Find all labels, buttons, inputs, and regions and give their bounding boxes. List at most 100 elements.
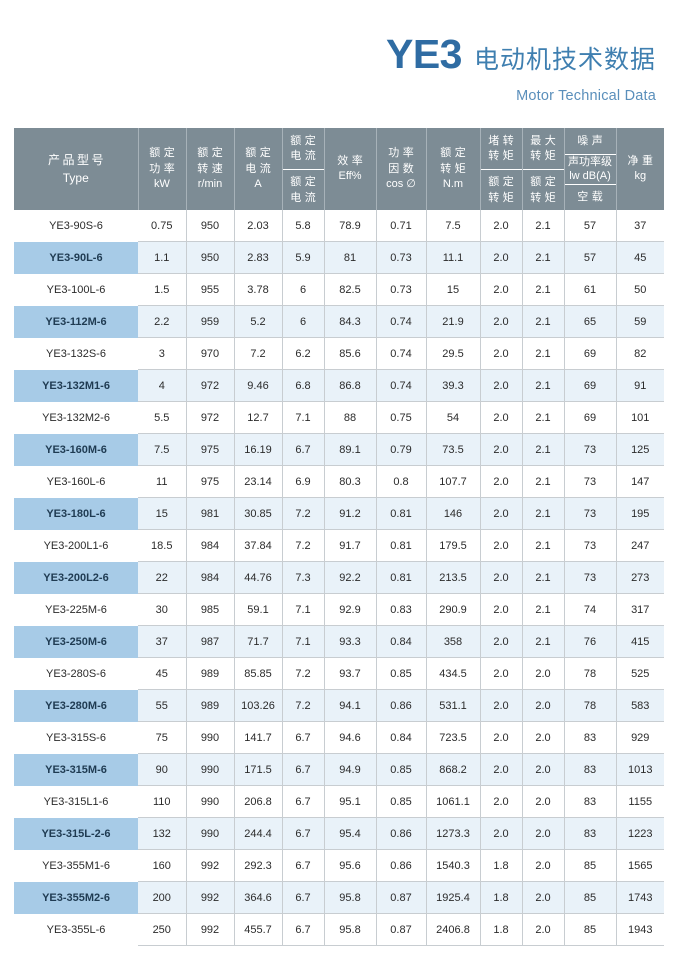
table-row: YE3-355M2-6 200 992 364.6 6.7 95.8 0.87 1925.4 1… bbox=[14, 881, 664, 914]
cell-noise: 73 bbox=[564, 529, 617, 562]
cell-torque: 531.1 bbox=[426, 689, 481, 722]
col-header-power-unit: kW bbox=[154, 177, 170, 190]
cell-pf: 0.86 bbox=[376, 849, 427, 882]
cell-max-t: 2.0 bbox=[522, 849, 565, 882]
cell-speed: 985 bbox=[186, 593, 235, 626]
cell-cur-ratio: 6.9 bbox=[282, 465, 325, 498]
cell-pf: 0.84 bbox=[376, 625, 427, 658]
cell-cur-ratio: 5.8 bbox=[282, 210, 325, 242]
table-row: YE3-315L1-6 110 990 206.8 6.7 95.1 0.85 1061.1 2… bbox=[14, 785, 664, 818]
cell-noise: 83 bbox=[564, 785, 617, 818]
cell-weight: 147 bbox=[616, 465, 664, 498]
cell-max-t: 2.1 bbox=[522, 273, 565, 306]
col-header-locked-rotor-torque: 堵 转 转 矩 额 定 转 矩 bbox=[480, 128, 523, 210]
cell-current: 141.7 bbox=[234, 721, 283, 754]
cell-max-t: 2.0 bbox=[522, 881, 565, 914]
table-header: 产品型号 Type 额 定 功 率 kW 额 定 转 速 r/min bbox=[14, 128, 664, 210]
cell-max-t: 2.1 bbox=[522, 625, 565, 658]
table-row: YE3-132M1-6 4 972 9.46 6.8 86.8 0.74 39.3 2.0 2.1… bbox=[14, 369, 664, 402]
cell-lock-t: 2.0 bbox=[480, 625, 523, 658]
cell-speed: 970 bbox=[186, 337, 235, 370]
cell-max-t: 2.0 bbox=[522, 753, 565, 786]
cell-type: YE3-90S-6 bbox=[14, 210, 138, 242]
col-header-rated-torque: 额 定 转 矩 N.m bbox=[426, 128, 481, 210]
cell-pf: 0.75 bbox=[376, 401, 427, 434]
cell-current: 23.14 bbox=[234, 465, 283, 498]
cell-current: 3.78 bbox=[234, 273, 283, 306]
cell-lock-t: 2.0 bbox=[480, 241, 523, 274]
col-header-lock-bot2: 转 矩 bbox=[488, 190, 514, 204]
cell-torque: 179.5 bbox=[426, 529, 481, 562]
col-header-curratio-top2: 电 流 bbox=[290, 149, 316, 163]
cell-max-t: 2.1 bbox=[522, 305, 565, 338]
col-header-rated-current: 额 定 电 流 A bbox=[234, 128, 283, 210]
cell-type: YE3-315L-2-6 bbox=[14, 817, 138, 850]
cell-max-t: 2.1 bbox=[522, 497, 565, 530]
cell-eff: 92.9 bbox=[324, 593, 377, 626]
cell-power: 18.5 bbox=[138, 529, 187, 562]
cell-power: 75 bbox=[138, 721, 187, 754]
cell-current: 71.7 bbox=[234, 625, 283, 658]
cell-lock-t: 1.8 bbox=[480, 881, 523, 914]
spec-table-wrap: 产品型号 Type 额 定 功 率 kW 额 定 转 速 r/min bbox=[14, 128, 664, 946]
cell-current: 2.83 bbox=[234, 241, 283, 274]
col-header-net-weight: 净 重 kg bbox=[616, 128, 664, 210]
cell-type: YE3-160M-6 bbox=[14, 433, 138, 466]
cell-speed: 990 bbox=[186, 785, 235, 818]
cell-cur-ratio: 7.1 bbox=[282, 593, 325, 626]
col-header-current-unit: A bbox=[254, 177, 262, 190]
cell-torque: 29.5 bbox=[426, 337, 481, 370]
cell-cur-ratio: 7.1 bbox=[282, 401, 325, 434]
cell-speed: 992 bbox=[186, 849, 235, 882]
col-header-max-bot2: 转 矩 bbox=[530, 190, 556, 204]
cell-speed: 989 bbox=[186, 689, 235, 722]
cell-pf: 0.74 bbox=[376, 337, 427, 370]
cell-max-t: 2.1 bbox=[522, 241, 565, 274]
cell-power: 7.5 bbox=[138, 433, 187, 466]
cell-lock-t: 2.0 bbox=[480, 785, 523, 818]
col-header-efficiency: 效 率 Eff% bbox=[324, 128, 377, 210]
col-header-type: 产品型号 Type bbox=[14, 128, 139, 210]
cell-power: 2.2 bbox=[138, 305, 187, 338]
cell-max-t: 2.1 bbox=[522, 593, 565, 626]
col-header-eff-en: Eff% bbox=[338, 170, 362, 182]
cell-weight: 525 bbox=[616, 657, 664, 690]
cell-noise: 85 bbox=[564, 849, 617, 882]
cell-eff: 78.9 bbox=[324, 210, 377, 242]
cell-cur-ratio: 7.2 bbox=[282, 497, 325, 530]
col-header-noise-unit: 声功率级 lw dB(A) bbox=[564, 155, 616, 185]
cell-torque: 11.1 bbox=[426, 241, 481, 274]
cell-lock-t: 2.0 bbox=[480, 657, 523, 690]
cell-lock-t: 2.0 bbox=[480, 210, 523, 242]
cell-pf: 0.8 bbox=[376, 465, 427, 498]
col-header-curratio-top1: 额 定 bbox=[290, 133, 316, 147]
col-header-lock-bot1: 额 定 bbox=[488, 175, 514, 189]
cell-type: YE3-280S-6 bbox=[14, 657, 138, 690]
cell-weight: 195 bbox=[616, 497, 664, 530]
cell-cur-ratio: 6.7 bbox=[282, 881, 325, 914]
cell-lock-t: 2.0 bbox=[480, 465, 523, 498]
cell-pf: 0.86 bbox=[376, 817, 427, 850]
cell-power: 45 bbox=[138, 657, 187, 690]
cell-type: YE3-315S-6 bbox=[14, 721, 138, 754]
cell-weight: 415 bbox=[616, 625, 664, 658]
cell-max-t: 2.1 bbox=[522, 529, 565, 562]
cell-type: YE3-112M-6 bbox=[14, 305, 138, 338]
cell-noise: 57 bbox=[564, 241, 617, 274]
col-header-curratio-bot1: 额 定 bbox=[290, 175, 316, 189]
cell-cur-ratio: 6.7 bbox=[282, 785, 325, 818]
cell-pf: 0.74 bbox=[376, 369, 427, 402]
col-header-torque-en: N.m bbox=[442, 177, 464, 190]
cell-torque: 868.2 bbox=[426, 753, 481, 786]
cell-power: 37 bbox=[138, 625, 187, 658]
table-row: YE3-200L1-6 18.5 984 37.84 7.2 91.7 0.81 179.5 2… bbox=[14, 529, 664, 562]
cell-noise: 85 bbox=[564, 913, 617, 946]
cell-pf: 0.71 bbox=[376, 210, 427, 242]
col-header-pf-en: cos ∅ bbox=[386, 177, 416, 190]
cell-pf: 0.73 bbox=[376, 273, 427, 306]
cell-noise: 73 bbox=[564, 433, 617, 466]
page-title-chinese: 电动机技术数据 bbox=[473, 45, 656, 74]
col-header-speed-unit: r/min bbox=[197, 177, 223, 190]
cell-eff: 80.3 bbox=[324, 465, 377, 498]
col-header-current-cn2: 电 流 bbox=[245, 162, 271, 176]
